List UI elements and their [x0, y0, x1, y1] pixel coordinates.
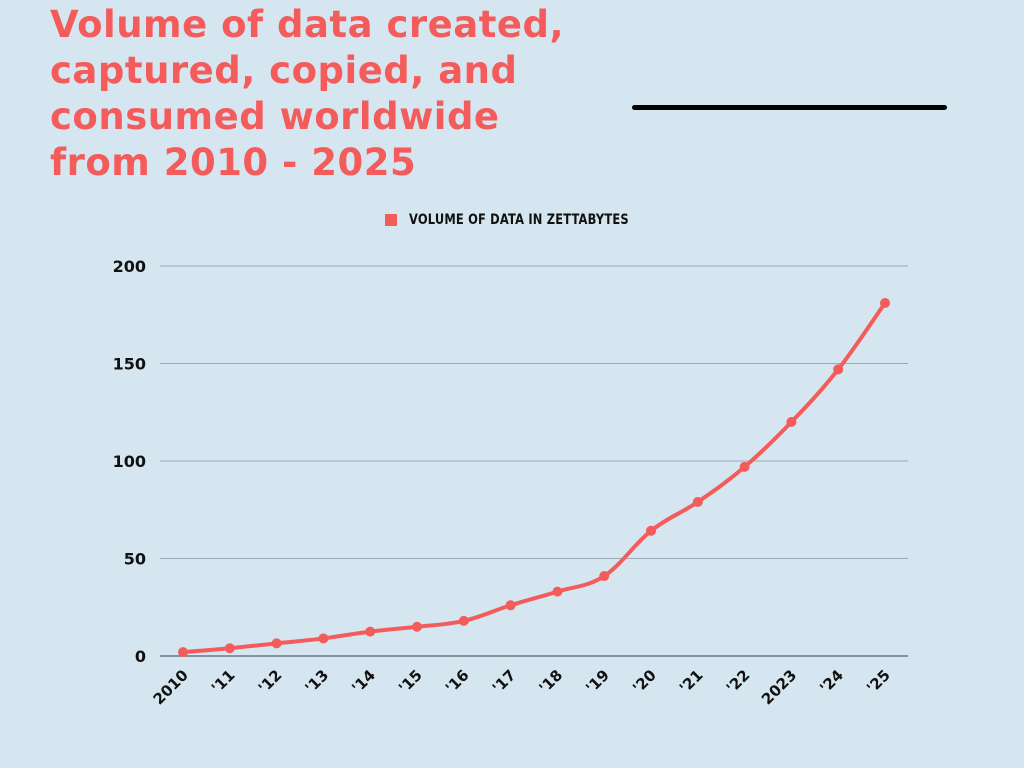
- x-tick-label: '19: [582, 666, 613, 697]
- x-tick-label: '16: [442, 666, 473, 697]
- series-line: [181, 301, 887, 655]
- data-point: [599, 571, 610, 582]
- grid-lines: [160, 265, 908, 657]
- data-point: [880, 298, 890, 309]
- data-point: [505, 600, 516, 611]
- x-tick-label: '22: [723, 666, 754, 697]
- x-tick-label: '21: [676, 666, 707, 697]
- x-tick-label: 2023: [758, 666, 800, 708]
- y-tick-label: 100: [113, 452, 146, 471]
- x-tick-label: '13: [301, 666, 332, 697]
- data-point: [224, 643, 235, 654]
- data-points: [178, 298, 890, 658]
- y-tick-label: 0: [135, 647, 146, 666]
- data-point: [552, 586, 563, 597]
- x-tick-label: 2010: [150, 666, 192, 708]
- legend: VOLUME OF DATA IN ZETTABYTES: [385, 212, 677, 228]
- data-point: [692, 496, 703, 507]
- data-point: [178, 647, 188, 658]
- x-tick-label: '25: [863, 666, 894, 697]
- data-point: [318, 633, 329, 644]
- x-axis: 2010 '11 '12 '13 '14 '15 '16 '17 '18 '19 '20 '21 '22…: [150, 666, 894, 708]
- x-tick-label: '17: [489, 666, 520, 697]
- x-tick-label: '20: [629, 666, 660, 697]
- x-tick-label: '14: [348, 666, 379, 697]
- title-divider: [632, 105, 947, 110]
- data-point: [458, 615, 469, 626]
- data-point: [412, 621, 422, 632]
- legend-label: VOLUME OF DATA IN ZETTABYTES: [409, 212, 629, 228]
- y-axis: 0 50 100 150 200: [113, 257, 146, 666]
- y-tick-label: 50: [124, 550, 146, 569]
- x-tick-label: '24: [816, 666, 847, 697]
- chart-title: Volume of data created, captured, copied…: [50, 3, 565, 184]
- x-tick-label: '11: [208, 666, 239, 697]
- x-tick-label: '12: [255, 666, 286, 697]
- data-point: [739, 461, 750, 472]
- y-tick-label: 150: [113, 355, 146, 374]
- x-tick-label: '15: [395, 666, 426, 697]
- data-point: [646, 525, 656, 536]
- y-tick-label: 200: [113, 257, 146, 276]
- data-point: [833, 364, 844, 375]
- data-point: [365, 626, 376, 637]
- data-point: [271, 638, 282, 649]
- data-point: [786, 417, 797, 427]
- legend-swatch: [385, 214, 397, 226]
- x-tick-label: '18: [535, 666, 566, 697]
